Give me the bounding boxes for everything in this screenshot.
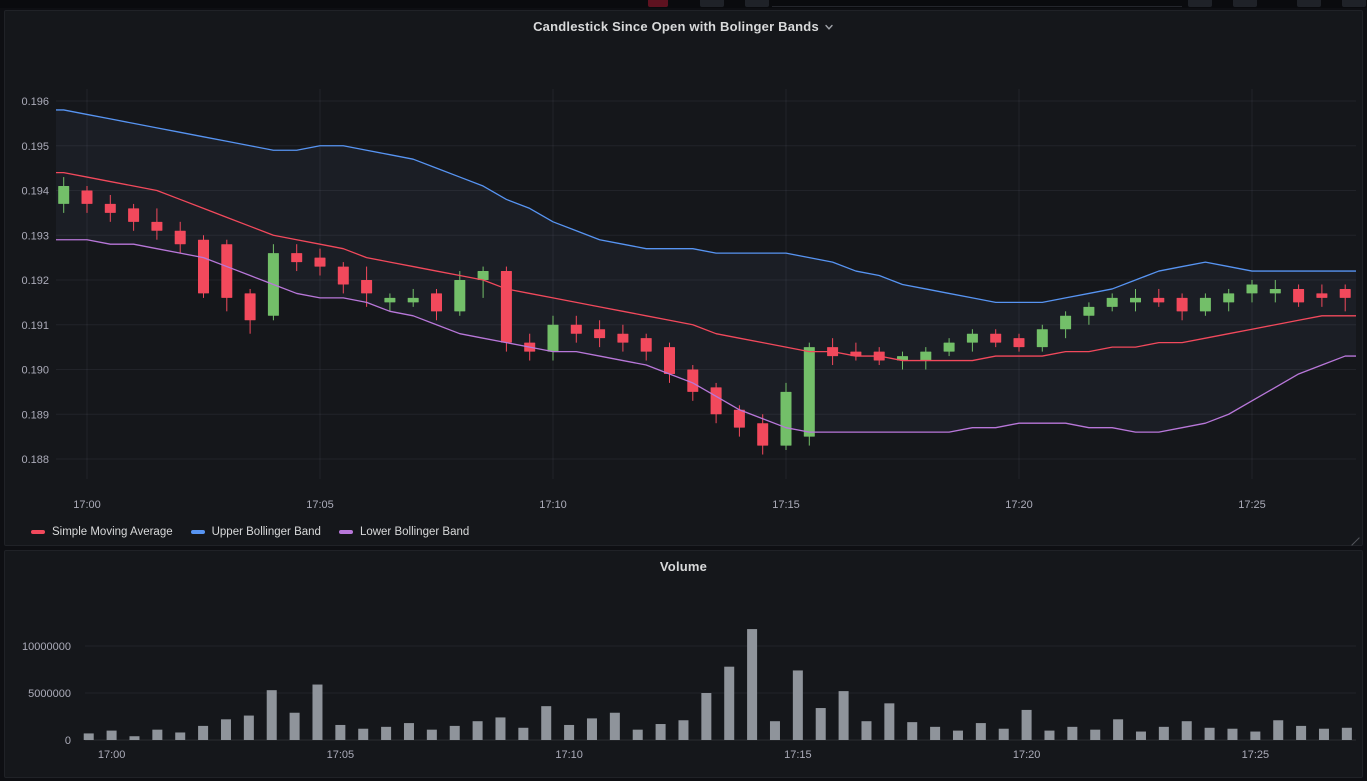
clipped-toolbar-button[interactable] — [1188, 0, 1212, 7]
candlestick-panel: Candlestick Since Open with Bolinger Ban… — [4, 10, 1363, 546]
legend-item-lower-band[interactable]: Lower Bollinger Band — [338, 526, 470, 538]
legend-label: Lower Bollinger Band — [359, 526, 470, 538]
upper-band-color-swatch — [190, 530, 205, 534]
svg-text:0.193: 0.193 — [21, 230, 49, 242]
svg-text:0: 0 — [65, 735, 71, 747]
panel-title: Candlestick Since Open with Bolinger Ban… — [533, 18, 819, 34]
svg-text:17:20: 17:20 — [1005, 499, 1033, 511]
legend-item-sma[interactable]: Simple Moving Average — [31, 526, 173, 538]
sma-color-swatch — [31, 530, 45, 534]
panel-title: Volume — [659, 558, 708, 574]
svg-text:17:25: 17:25 — [1242, 749, 1270, 761]
legend-label: Simple Moving Average — [52, 526, 173, 538]
svg-text:0.188: 0.188 — [21, 454, 49, 466]
svg-text:17:00: 17:00 — [98, 749, 126, 761]
clipped-toolbar-button[interactable] — [700, 0, 724, 7]
svg-text:0.191: 0.191 — [21, 320, 49, 332]
svg-text:17:10: 17:10 — [539, 499, 567, 511]
clipped-toolbar-button[interactable] — [1342, 0, 1366, 7]
candlestick-panel-header[interactable]: Candlestick Since Open with Bolinger Ban… — [5, 11, 1362, 41]
svg-text:17:20: 17:20 — [1013, 749, 1041, 761]
svg-text:0.195: 0.195 — [21, 141, 49, 153]
clipped-toolbar-button[interactable] — [648, 0, 668, 7]
clipped-toolbar-button[interactable] — [1233, 0, 1257, 7]
svg-text:17:10: 17:10 — [555, 749, 583, 761]
svg-text:17:00: 17:00 — [73, 499, 101, 511]
candlestick-chart[interactable]: 17:00 17:05 17:10 17:15 17:20 17:25 0.188 0.189… — [5, 11, 1364, 547]
chevron-down-icon[interactable] — [824, 22, 834, 32]
svg-text:0.189: 0.189 — [21, 409, 49, 421]
clipped-top-toolbar — [0, 0, 1367, 8]
legend-item-upper-band[interactable]: Upper Bollinger Band — [190, 526, 321, 538]
clipped-toolbar-button[interactable] — [745, 0, 769, 7]
svg-text:17:05: 17:05 — [327, 749, 355, 761]
volume-panel-header[interactable]: Volume — [5, 551, 1362, 581]
svg-text:0.196: 0.196 — [21, 96, 49, 108]
clipped-toolbar-divider — [772, 6, 1182, 7]
svg-text:17:05: 17:05 — [306, 499, 334, 511]
svg-text:0.194: 0.194 — [21, 186, 49, 198]
svg-text:17:25: 17:25 — [1238, 499, 1266, 511]
clipped-toolbar-button[interactable] — [1297, 0, 1321, 7]
lower-band-color-swatch — [338, 530, 353, 534]
candlestick-legend: Simple Moving Average Upper Bollinger Ba… — [31, 526, 469, 538]
svg-text:5000000: 5000000 — [28, 688, 71, 700]
svg-text:17:15: 17:15 — [772, 499, 800, 511]
legend-label: Upper Bollinger Band — [211, 526, 321, 538]
svg-text:10000000: 10000000 — [22, 641, 71, 653]
svg-text:17:15: 17:15 — [784, 749, 812, 761]
svg-text:0.190: 0.190 — [21, 365, 49, 377]
volume-panel: Volume 0 5000000 10000000 17:00 17:05 17:10 17… — [4, 550, 1363, 778]
svg-text:0.192: 0.192 — [21, 275, 49, 287]
volume-chart[interactable]: 0 5000000 10000000 17:00 17:05 17:10 17:15 17:2… — [5, 551, 1364, 779]
